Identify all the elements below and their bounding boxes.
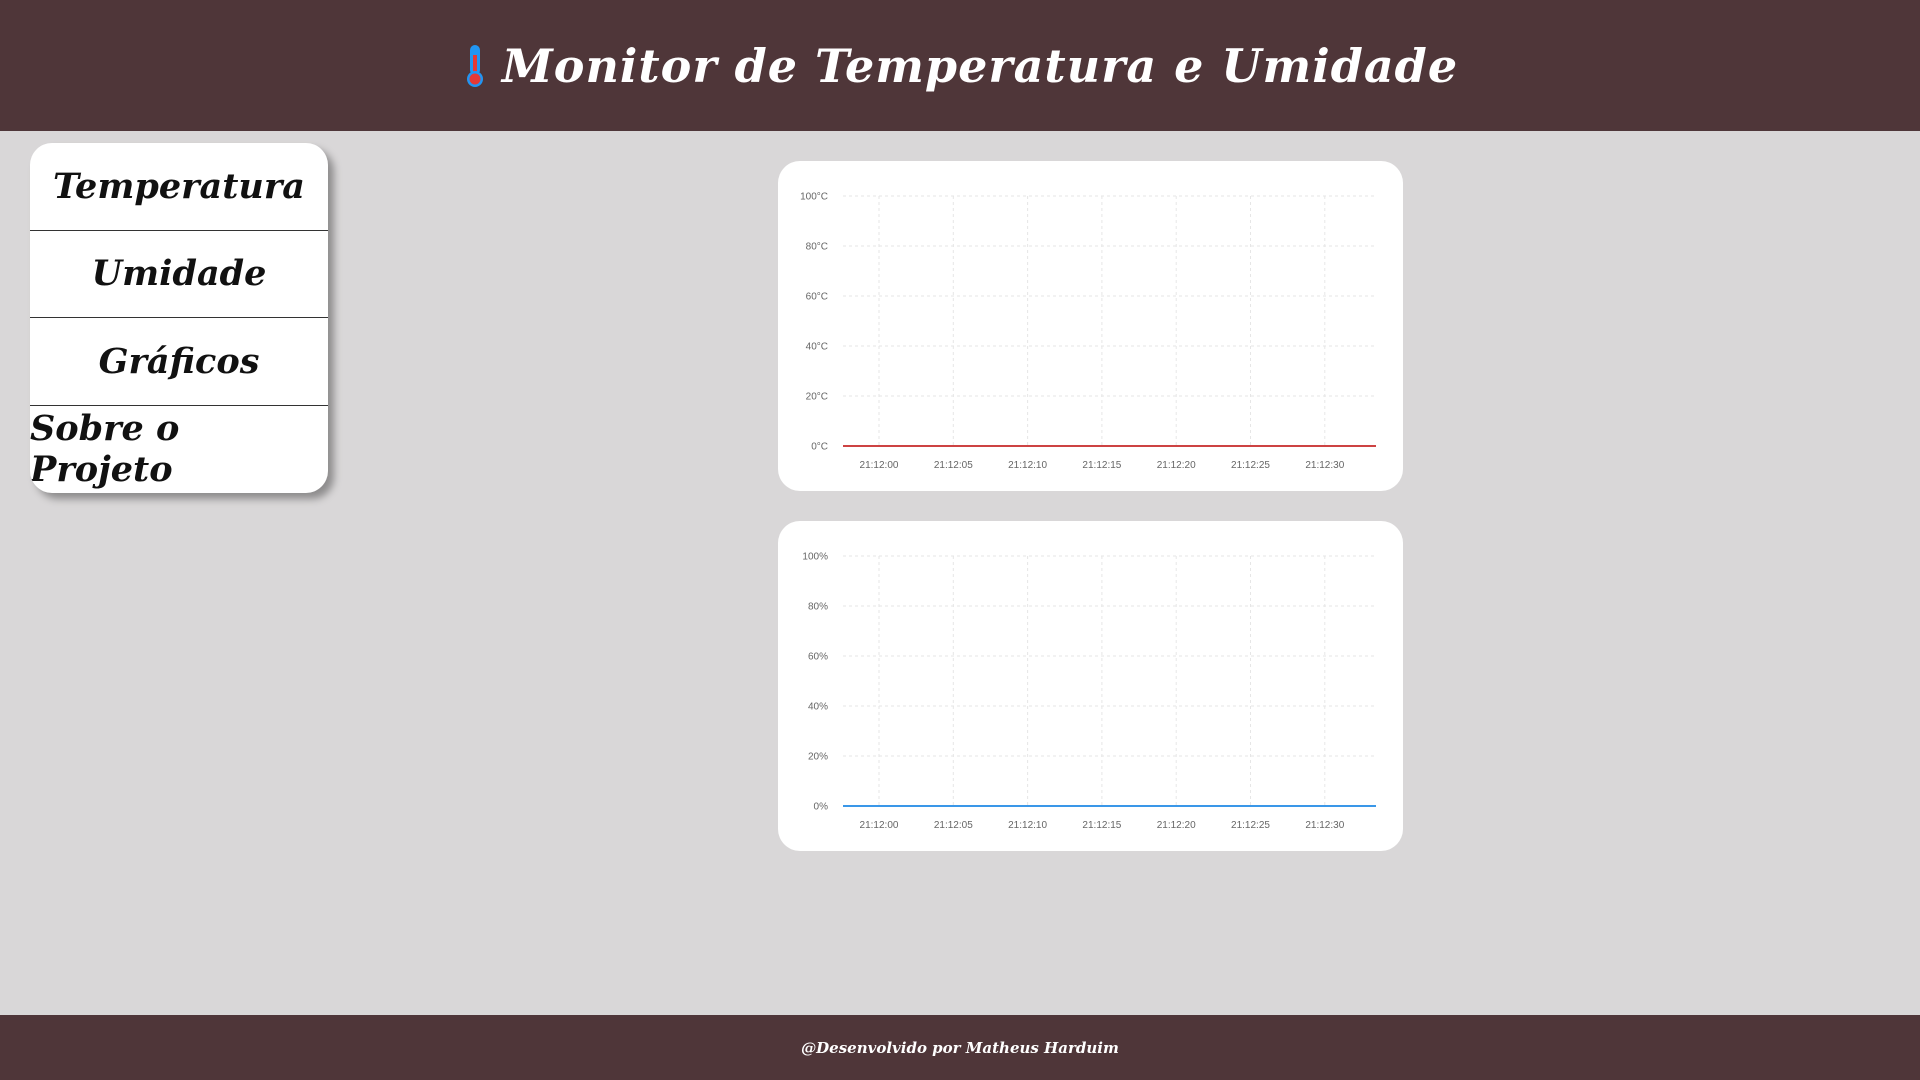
page-title-wrapper: Monitor de Temperatura e Umidade [462, 39, 1458, 93]
footer-credit: @Desenvolvido por Matheus Harduim [801, 1038, 1119, 1057]
x-tick-label: 21:12:00 [860, 820, 899, 831]
x-tick-label: 21:12:25 [1231, 820, 1270, 831]
x-tick-label: 21:12:20 [1157, 460, 1196, 471]
temperature-chart-card: 0°C 20°C 40°C 60°C 80°C 100°C 21:12:00 21:12:05… [778, 161, 1403, 491]
x-tick-label: 21:12:15 [1082, 820, 1121, 831]
x-tick-label: 21:12:05 [934, 820, 973, 831]
y-tick-label: 100% [802, 552, 828, 563]
menu-item-temperatura[interactable]: Temperatura [30, 143, 328, 231]
thermometer-icon [466, 44, 483, 87]
page-title: Monitor de Temperatura e Umidade [501, 38, 1459, 93]
y-tick-label: 20°C [806, 392, 828, 403]
y-tick-label: 60% [808, 652, 828, 663]
temperature-chart: 0°C 20°C 40°C 60°C 80°C 100°C 21:12:00 21:12:05… [800, 192, 1376, 471]
x-tick-label: 21:12:25 [1231, 460, 1270, 471]
x-tick-label: 21:12:30 [1305, 460, 1344, 471]
side-menu: Temperatura Umidade Gráficos Sobre o Pro… [30, 143, 328, 493]
y-tick-label: 60°C [806, 292, 828, 303]
header: Monitor de Temperatura e Umidade [0, 0, 1920, 131]
y-tick-label: 0°C [811, 442, 828, 453]
x-tick-label: 21:12:10 [1008, 460, 1047, 471]
x-tick-label: 21:12:10 [1008, 820, 1047, 831]
y-tick-label: 20% [808, 752, 828, 763]
y-tick-label: 100°C [800, 192, 828, 203]
menu-item-umidade[interactable]: Umidade [30, 231, 328, 318]
x-tick-label: 21:12:15 [1082, 460, 1121, 471]
x-tick-label: 21:12:30 [1305, 820, 1344, 831]
humidity-chart: 0% 20% 40% 60% 80% 100% 21:12:00 21:12:05 21:12:… [802, 552, 1376, 831]
menu-item-graficos[interactable]: Gráficos [30, 318, 328, 406]
y-tick-label: 40°C [806, 342, 828, 353]
x-tick-label: 21:12:05 [934, 460, 973, 471]
y-tick-label: 80°C [806, 242, 828, 253]
menu-item-sobre[interactable]: Sobre o Projeto [30, 408, 180, 491]
y-tick-label: 80% [808, 602, 828, 613]
footer: @Desenvolvido por Matheus Harduim [0, 1015, 1920, 1080]
y-tick-label: 40% [808, 702, 828, 713]
y-tick-label: 0% [814, 802, 829, 813]
x-tick-label: 21:12:20 [1157, 820, 1196, 831]
humidity-chart-card: 0% 20% 40% 60% 80% 100% 21:12:00 21:12:05 21:12:… [778, 521, 1403, 851]
x-tick-label: 21:12:00 [860, 460, 899, 471]
